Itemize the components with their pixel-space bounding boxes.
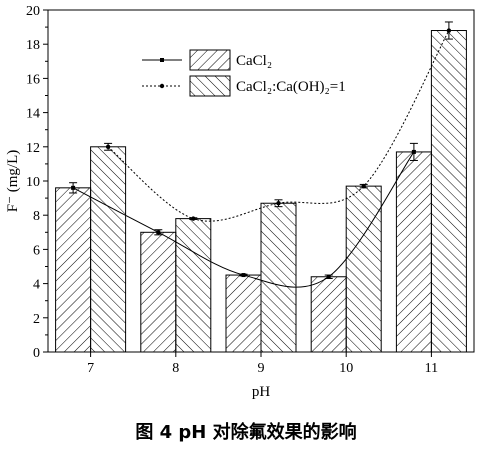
data-point-marker — [326, 274, 331, 279]
x-tick-label: 7 — [87, 361, 94, 376]
legend-swatch — [189, 49, 231, 71]
x-tick-label: 9 — [258, 361, 265, 376]
y-tick-label: 8 — [33, 209, 40, 224]
chart: 0 2 4 6 8 10 12 14 16 18 20 7 8 9 10 11 pH F⁻ (mg/L) CaCl₂… — [5, 4, 475, 400]
bar-mixed-9 — [260, 202, 297, 353]
x-axis-title: pH — [252, 384, 271, 400]
y-tick-label: 4 — [33, 278, 40, 293]
x-tick-label: 8 — [172, 361, 179, 376]
x-tick-label: 10 — [339, 361, 353, 376]
bar-mixed-7 — [90, 146, 127, 353]
trend-line-cacl2 — [72, 151, 415, 288]
y-tick-label: 12 — [26, 141, 40, 156]
data-point-marker — [156, 230, 161, 235]
data-point-marker — [71, 185, 76, 190]
data-point-marker — [276, 201, 281, 206]
bar-mixed-10 — [345, 185, 382, 353]
bar-cacl2-7 — [55, 187, 92, 353]
bar-cacl2-11 — [395, 151, 432, 353]
y-tick-label: 10 — [26, 175, 40, 190]
data-point-marker — [361, 183, 366, 189]
legend-marker — [160, 58, 164, 62]
legend-label: CaCl₂:Ca(OH)₂=1 — [236, 79, 346, 95]
legend-marker — [159, 83, 165, 89]
bar-cacl2-8 — [140, 231, 177, 353]
data-point-marker — [105, 144, 111, 149]
y-tick-label: 6 — [33, 243, 40, 258]
y-tick-label: 2 — [33, 312, 40, 327]
bar-mixed-11 — [430, 30, 467, 353]
data-point-marker — [411, 149, 416, 154]
y-tick-label: 18 — [26, 38, 40, 53]
y-axis-title: F⁻ (mg/L) — [5, 150, 21, 213]
figure-caption: 图 4 pH 对除氟效果的影响 — [135, 422, 357, 443]
y-tick-label: 16 — [26, 72, 40, 87]
legend-swatch — [189, 75, 231, 97]
x-tick-label: 11 — [425, 361, 438, 376]
bar-cacl2-10 — [310, 276, 347, 353]
data-point-marker — [241, 273, 246, 278]
data-point-marker — [191, 216, 196, 221]
data-point-marker — [446, 28, 452, 33]
bar-cacl2-9 — [225, 274, 262, 353]
y-tick-label: 14 — [26, 107, 40, 122]
y-tick-label: 0 — [33, 346, 40, 361]
legend-label: CaCl₂ — [236, 53, 272, 69]
y-tick-label: 20 — [26, 4, 40, 19]
bar-mixed-8 — [175, 218, 212, 353]
